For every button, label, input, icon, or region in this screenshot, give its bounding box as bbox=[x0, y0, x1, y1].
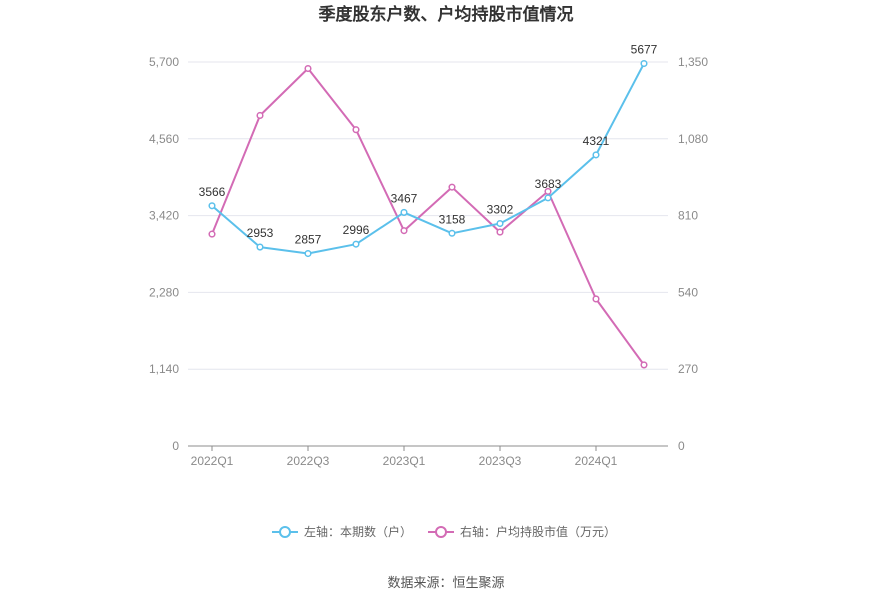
x-tick-label: 2022Q3 bbox=[287, 454, 330, 468]
chart-title: 季度股东户数、户均持股市值情况 bbox=[319, 4, 574, 24]
grid bbox=[188, 61, 668, 370]
data-label: 3566 bbox=[199, 185, 226, 199]
data-point[interactable] bbox=[448, 183, 456, 191]
data-point[interactable] bbox=[640, 59, 648, 68]
data-point[interactable] bbox=[400, 227, 408, 235]
data-label: 2857 bbox=[295, 233, 322, 247]
data-point[interactable] bbox=[304, 64, 312, 73]
legend[interactable]: 左轴：本期数（户） 右轴：户均持股市值（万元） bbox=[272, 524, 616, 539]
data-point[interactable] bbox=[208, 230, 216, 238]
right-tick-label: 810 bbox=[678, 209, 698, 223]
right-axis: 0 270 540 810 1,080 1,350 bbox=[678, 55, 708, 453]
right-tick-label: 0 bbox=[678, 439, 685, 453]
series-line bbox=[211, 67, 645, 366]
left-tick-label: 0 bbox=[172, 439, 179, 453]
data-label: 2996 bbox=[343, 223, 370, 237]
legend-marker bbox=[435, 526, 447, 538]
data-point[interactable] bbox=[208, 202, 216, 210]
x-axis: 2022Q1 2022Q3 2023Q1 2023Q3 2024Q1 bbox=[188, 445, 668, 468]
legend-marker bbox=[279, 526, 291, 538]
data-label: 3158 bbox=[439, 212, 466, 226]
left-tick-label: 5,700 bbox=[149, 55, 179, 69]
left-tick-label: 2,280 bbox=[149, 285, 179, 299]
data-point[interactable] bbox=[496, 228, 504, 236]
data-point[interactable] bbox=[256, 111, 264, 120]
data-label: 2953 bbox=[247, 226, 274, 240]
left-tick-label: 1,140 bbox=[149, 362, 179, 376]
right-tick-label: 540 bbox=[678, 285, 698, 299]
data-point[interactable] bbox=[304, 249, 312, 258]
source-text: 数据来源：恒生聚源 bbox=[387, 575, 504, 590]
data-point[interactable] bbox=[544, 194, 552, 202]
data-point[interactable] bbox=[592, 295, 600, 303]
data-point[interactable] bbox=[448, 229, 456, 237]
series-1 bbox=[208, 64, 648, 369]
data-point[interactable] bbox=[496, 219, 504, 228]
legend-item-0[interactable]: 左轴：本期数（户） bbox=[272, 524, 412, 539]
x-tick-label: 2023Q3 bbox=[479, 454, 522, 468]
data-point[interactable] bbox=[256, 243, 264, 251]
data-label: 5677 bbox=[631, 43, 658, 57]
data-label: 3683 bbox=[535, 177, 562, 191]
series-0 bbox=[208, 59, 648, 258]
data-label: 3302 bbox=[487, 203, 514, 217]
right-tick-label: 270 bbox=[678, 362, 698, 376]
legend-label: 左轴：本期数（户） bbox=[304, 524, 412, 539]
series-line bbox=[211, 63, 645, 255]
left-tick-label: 4,560 bbox=[149, 132, 179, 146]
data-point[interactable] bbox=[352, 240, 360, 248]
data-label: 3467 bbox=[391, 191, 418, 205]
series-layer: 3566 2953 2857 2996 3467 3158 3302 3683 4321 5677 bbox=[199, 43, 658, 369]
legend-label: 右轴：户均持股市值（万元） bbox=[460, 524, 616, 539]
right-tick-label: 1,350 bbox=[678, 55, 708, 69]
right-tick-label: 1,080 bbox=[678, 132, 708, 146]
data-point[interactable] bbox=[592, 151, 600, 159]
legend-item-1[interactable]: 右轴：户均持股市值（万元） bbox=[428, 524, 616, 539]
data-point[interactable] bbox=[400, 208, 408, 216]
data-point[interactable] bbox=[352, 126, 360, 134]
data-label: 4321 bbox=[583, 134, 610, 148]
x-tick-label: 2022Q1 bbox=[191, 454, 234, 468]
left-tick-label: 3,420 bbox=[149, 209, 179, 223]
left-axis: 0 1,140 2,280 3,420 4,560 5,700 bbox=[149, 55, 179, 453]
x-tick-label: 2023Q1 bbox=[383, 454, 426, 468]
data-point[interactable] bbox=[544, 187, 552, 195]
data-point[interactable] bbox=[640, 361, 648, 369]
x-tick-label: 2024Q1 bbox=[575, 454, 618, 468]
